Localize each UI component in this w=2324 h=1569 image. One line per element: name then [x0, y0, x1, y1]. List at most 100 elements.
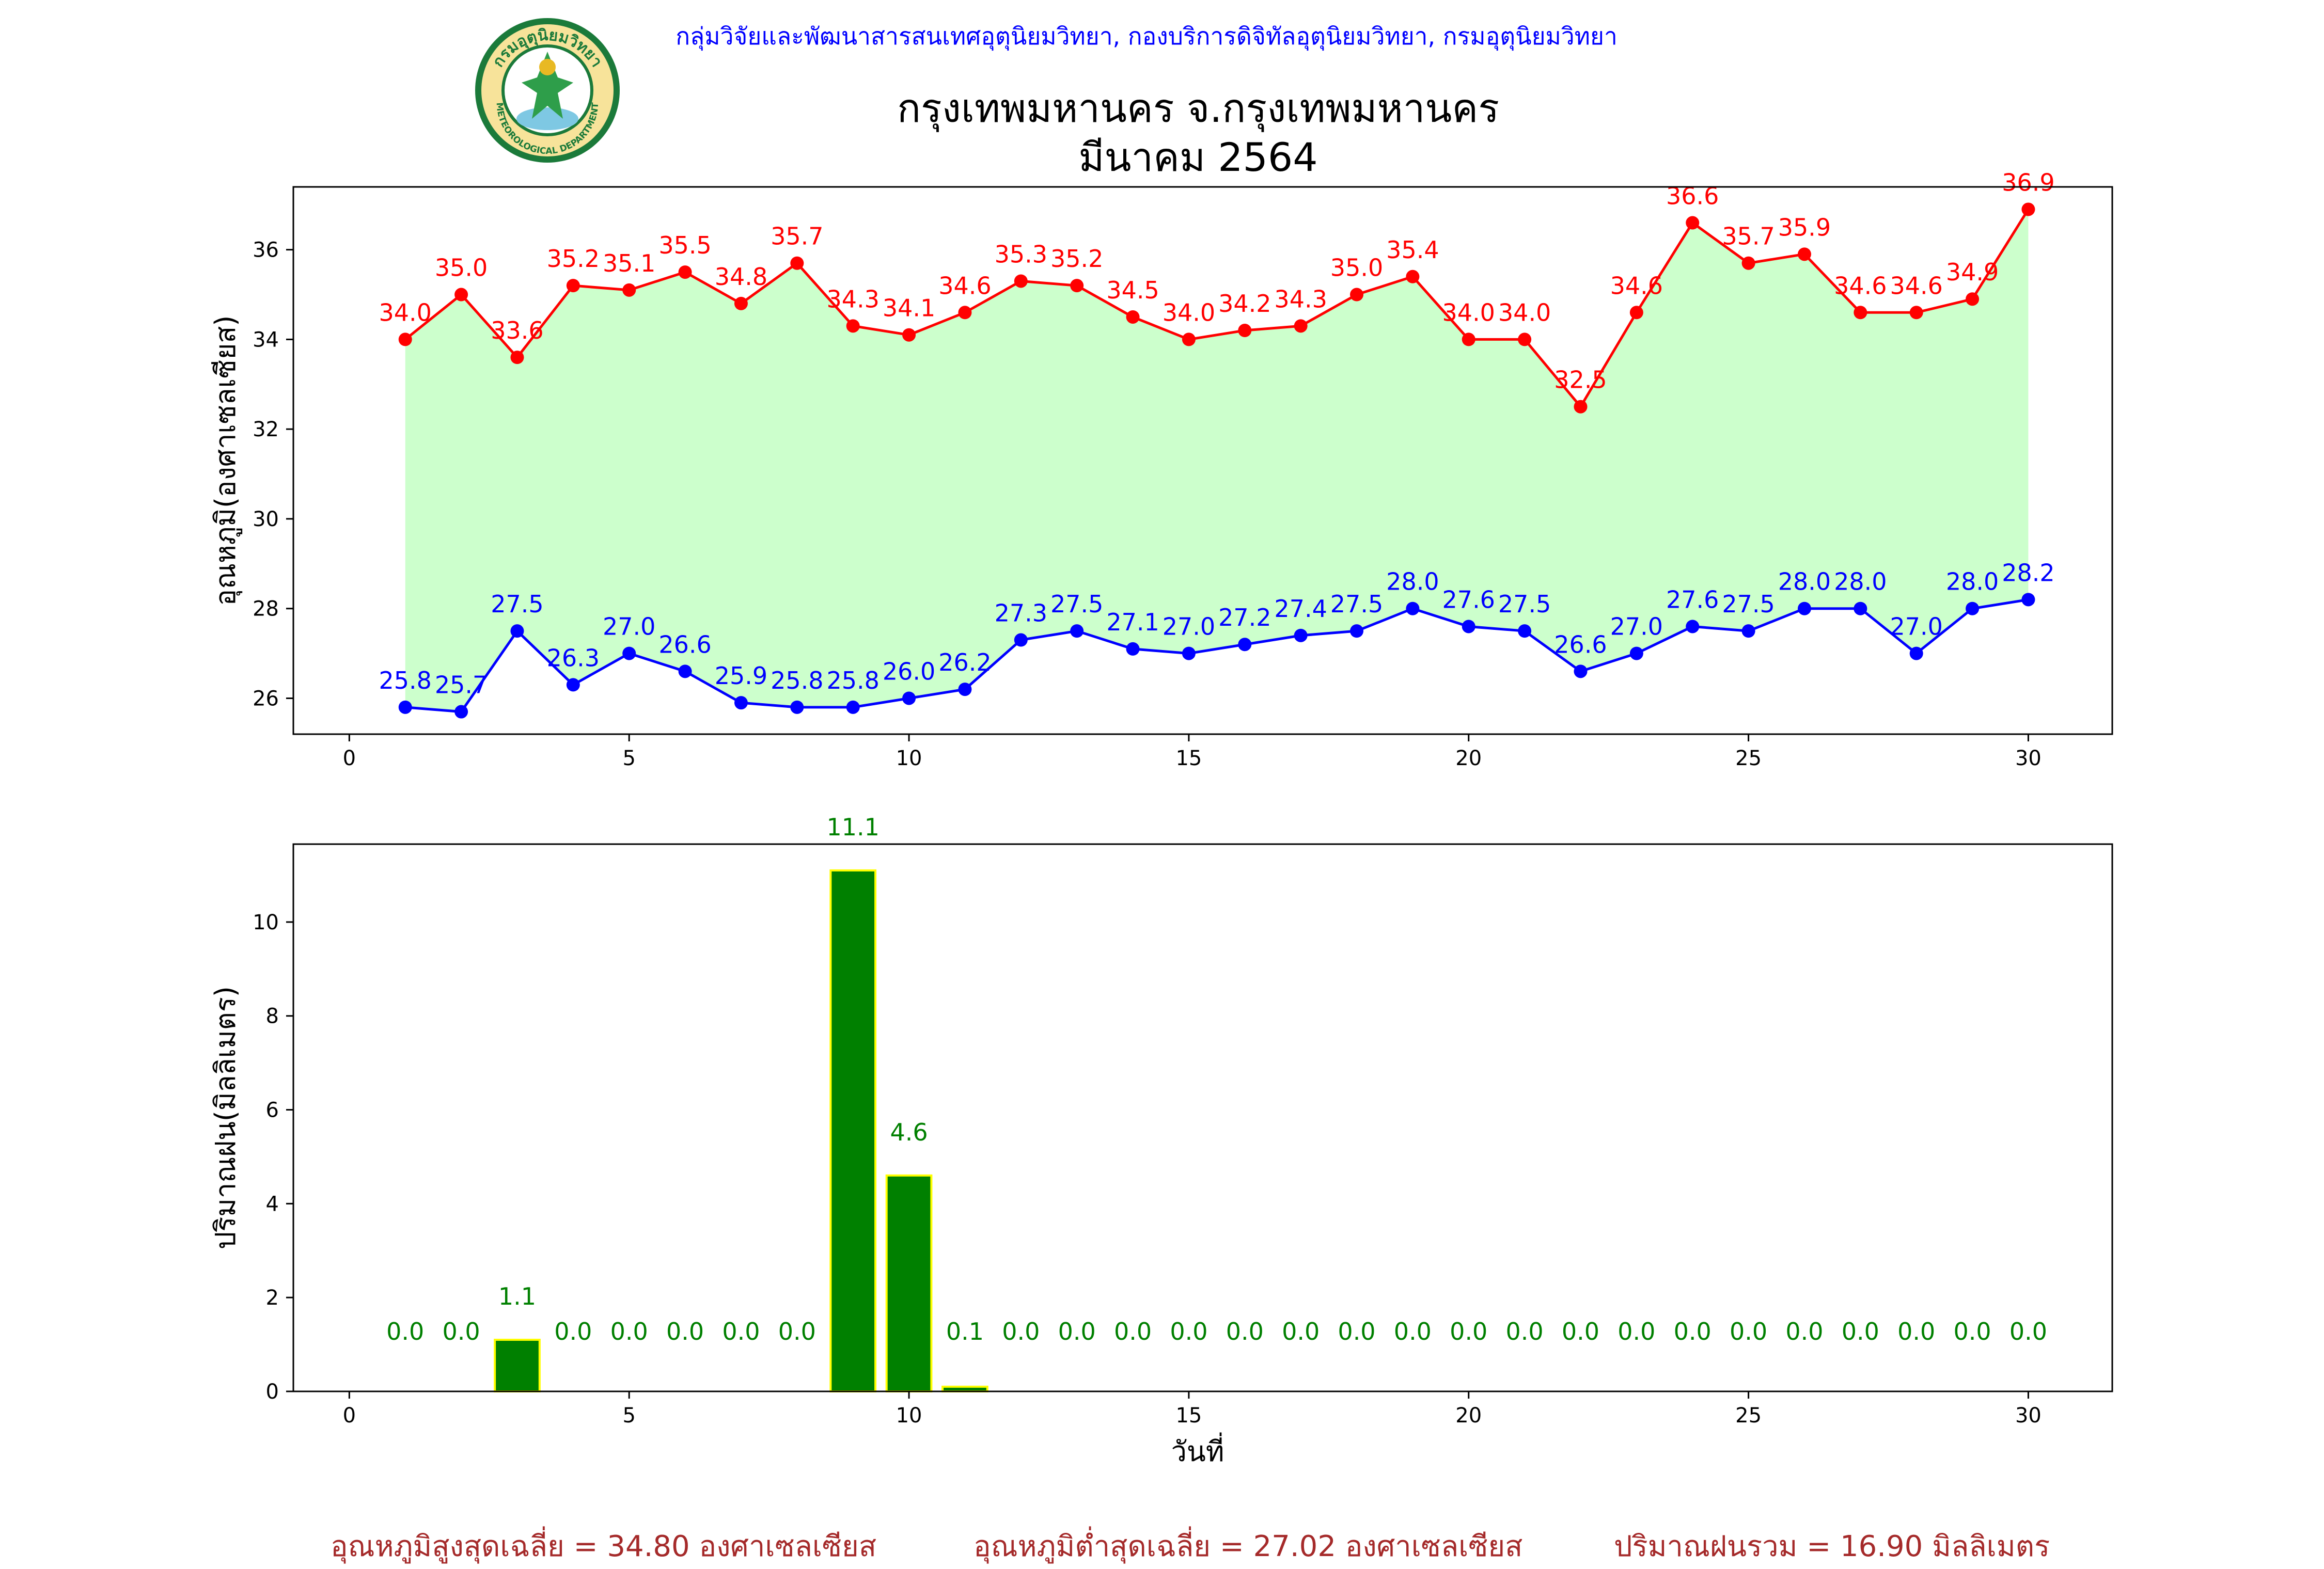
- max-temp-point: [1350, 288, 1364, 302]
- x-tick-label: 20: [1455, 747, 1482, 770]
- min-temp-label: 28.2: [2002, 559, 2054, 587]
- max-temp-point: [510, 351, 524, 364]
- rain-bar: [829, 869, 877, 1392]
- max-temp-point: [1014, 274, 1028, 288]
- rain-label: 0.0: [1730, 1318, 1767, 1345]
- x-tick-label: 5: [622, 747, 635, 770]
- rain-label: 0.0: [1226, 1318, 1264, 1345]
- max-temp-point: [2021, 202, 2035, 216]
- max-temp-label: 34.6: [938, 272, 991, 299]
- rain-label: 0.0: [386, 1318, 424, 1345]
- y-tick-label: 4: [266, 1192, 279, 1216]
- plot-frame: [292, 843, 2113, 1392]
- y-tick-label: 36: [253, 239, 279, 262]
- min-temp-label: 25.8: [771, 667, 823, 694]
- min-temp-point: [1741, 624, 1755, 638]
- rain-label: 0.0: [1170, 1318, 1207, 1345]
- min-temp-point: [958, 683, 972, 696]
- max-temp-label: 34.6: [1890, 272, 1942, 299]
- department-line: กลุ่มวิจัยและพัฒนาสารสนเทศอุตุนิยมวิทยา,…: [676, 22, 1618, 50]
- max-temp-label: 35.1: [603, 249, 655, 277]
- max-temp-point: [678, 265, 692, 279]
- min-temp-point: [1854, 601, 1867, 615]
- rain-label: 1.1: [498, 1282, 536, 1310]
- max-temp-label: 35.4: [1386, 236, 1439, 264]
- max-temp-label: 36.9: [2002, 168, 2054, 196]
- max-temp-point: [846, 319, 860, 333]
- max-temp-label: 34.0: [1163, 298, 1215, 326]
- y-axis-label: อุณหภูมิ(องศาเซลเซียส): [209, 315, 243, 606]
- min-temp-point: [1350, 624, 1364, 638]
- min-temp-label: 27.5: [1330, 590, 1383, 618]
- y-tick-label: 26: [253, 687, 279, 710]
- max-temp-point: [566, 279, 580, 293]
- title-month: มีนาคม 2564: [1078, 134, 1318, 180]
- y-tick-label: 2: [266, 1286, 279, 1310]
- max-temp-label: 35.0: [435, 254, 488, 282]
- x-tick-label: 15: [1175, 1404, 1202, 1428]
- temperature-range-fill: [405, 209, 2029, 712]
- x-tick-label: 30: [2015, 1404, 2042, 1428]
- max-temp-point: [1238, 324, 1252, 338]
- min-temp-point: [790, 700, 804, 714]
- rain-label: 0.0: [778, 1318, 816, 1345]
- max-temp-point: [622, 283, 636, 297]
- min-temp-label: 27.0: [1163, 613, 1215, 641]
- max-temp-point: [1126, 310, 1140, 324]
- max-temp-label: 34.0: [379, 298, 432, 326]
- min-temp-label: 26.6: [658, 630, 711, 658]
- x-tick-label: 15: [1175, 747, 1202, 770]
- meteorological-department-logo: กรมอุตุนิยมวิทยา METEOROLOGICAL DEPARTME…: [470, 15, 625, 165]
- min-temp-label: 25.7: [435, 671, 488, 699]
- rain-label: 0.0: [610, 1318, 648, 1345]
- rain-label: 0.0: [1506, 1318, 1544, 1345]
- max-temp-point: [1182, 332, 1196, 346]
- max-temp-point: [902, 328, 916, 342]
- min-temp-point: [1406, 601, 1420, 615]
- rain-label: 0.0: [1114, 1318, 1152, 1345]
- max-temp-label: 34.2: [1218, 290, 1271, 318]
- rain-label: 0.0: [1282, 1318, 1320, 1345]
- rain-label: 0.0: [1674, 1318, 1711, 1345]
- max-temp-label: 35.0: [1330, 254, 1383, 282]
- min-temp-point: [398, 700, 412, 714]
- x-tick-label: 0: [343, 1404, 356, 1428]
- y-tick-label: 32: [253, 418, 279, 441]
- min-temp-label: 27.1: [1106, 608, 1159, 636]
- min-temp-point: [1294, 628, 1308, 642]
- x-tick-label: 25: [1735, 747, 1762, 770]
- rain-label: 0.0: [1450, 1318, 1487, 1345]
- max-temp-label: 35.7: [1722, 223, 1775, 250]
- rain-label: 0.0: [2009, 1318, 2047, 1345]
- min-temp-point: [1518, 624, 1532, 638]
- rain-label: 0.0: [666, 1318, 704, 1345]
- title-location: กรุงเทพมหานคร จ.กรุงเทพมหานคร: [897, 85, 1500, 131]
- max-temp-label: 34.5: [1106, 276, 1159, 304]
- min-temp-point: [454, 705, 468, 719]
- min-temp-label: 25.9: [715, 662, 767, 690]
- rain-label: 0.0: [1618, 1318, 1655, 1345]
- rain-label: 0.0: [443, 1318, 480, 1345]
- x-tick-label: 5: [622, 1404, 635, 1428]
- x-tick-label: 20: [1455, 1404, 1482, 1428]
- min-temp-point: [1462, 620, 1475, 633]
- rain-label: 0.0: [1002, 1318, 1040, 1345]
- min-temp-point: [734, 696, 748, 710]
- min-temp-point: [1966, 601, 1980, 615]
- rain-label: 0.0: [1953, 1318, 1991, 1345]
- min-temp-point: [1574, 664, 1588, 678]
- max-temp-point: [1854, 306, 1867, 320]
- min-temp-point: [2021, 593, 2035, 607]
- plot-frame: [292, 186, 2113, 735]
- max-temp-label: 34.9: [1946, 258, 1999, 286]
- max-temp-point: [1294, 319, 1308, 333]
- min-temp-line: [405, 598, 2029, 714]
- max-temp-label: 34.0: [1498, 298, 1551, 326]
- max-temp-point: [1797, 247, 1811, 261]
- x-tick-label: 30: [2015, 747, 2042, 770]
- rain-total-summary: ปริมาณฝนรวม = 16.90 มิลลิเมตร: [1614, 1530, 2050, 1563]
- min-temp-label: 27.0: [603, 613, 655, 641]
- min-temp-point: [1070, 624, 1084, 638]
- min-temp-point: [1238, 638, 1252, 652]
- max-temp-point: [734, 296, 748, 310]
